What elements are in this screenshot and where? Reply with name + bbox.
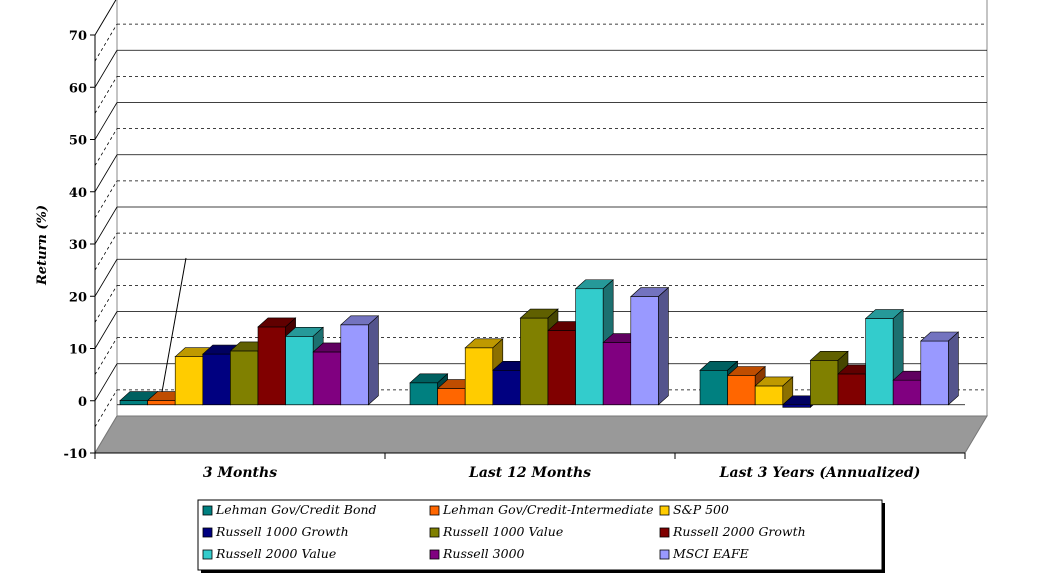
legend-swatch xyxy=(659,549,670,560)
gridline-side xyxy=(94,285,118,323)
gridline-side xyxy=(94,128,118,166)
bar-front xyxy=(119,400,148,406)
bar-side xyxy=(658,286,669,406)
bar-front xyxy=(575,288,604,406)
y-axis: -10 0 10 20 30 40 50 60 70 xyxy=(64,29,96,462)
gridline-side xyxy=(94,232,118,271)
y-tick-label: 30 xyxy=(69,238,87,253)
bar xyxy=(920,331,960,406)
gridline-side xyxy=(94,311,118,349)
legend-label: Russell 1000 Growth xyxy=(215,524,349,539)
gridline-side xyxy=(94,23,118,62)
gridline-side xyxy=(94,180,118,219)
y-tick-label: 20 xyxy=(69,290,87,305)
legend-box xyxy=(197,499,883,571)
y-tick-label: 60 xyxy=(69,81,87,96)
gridline-side xyxy=(94,76,118,114)
y-tick-label: -10 xyxy=(64,447,88,462)
legend-swatch xyxy=(429,505,440,516)
y-tick-label: 40 xyxy=(69,186,87,201)
y-axis-title: Return (%) xyxy=(35,205,50,286)
bar-front xyxy=(602,342,632,406)
gridline-side xyxy=(94,259,118,297)
legend-label: Lehman Gov/Credit Bond xyxy=(215,502,377,517)
legend-label: Russell 2000 Growth xyxy=(672,524,806,539)
gridline-side xyxy=(94,102,118,140)
bar-front xyxy=(520,317,549,406)
gridline-side xyxy=(94,337,118,375)
gridline-side xyxy=(94,206,118,245)
bar-front xyxy=(437,388,466,406)
y-tick-label: 50 xyxy=(69,134,87,149)
side-wall xyxy=(94,0,118,455)
bar-front xyxy=(837,373,866,406)
bars xyxy=(119,257,960,409)
bar-front xyxy=(699,369,728,406)
bar-front xyxy=(547,330,576,406)
gridline-side xyxy=(94,0,117,36)
bar-front xyxy=(174,356,204,406)
bar-front xyxy=(464,347,494,406)
legend-label: Russell 3000 xyxy=(442,546,525,561)
bar-front xyxy=(409,382,438,406)
bar-front xyxy=(202,353,231,406)
legend-label: Lehman Gov/Credit-Intermediate xyxy=(442,502,654,517)
x-axis: 3 Months Last 12 Months Last 3 Years (Annu… xyxy=(94,452,966,481)
bar-front xyxy=(147,400,176,406)
annotation-line xyxy=(161,257,187,393)
legend-label: Russell 1000 Value xyxy=(442,524,563,539)
bar-front xyxy=(312,351,342,406)
legend-swatch xyxy=(202,549,213,560)
legend-swatch xyxy=(202,527,213,538)
gridline-side xyxy=(94,50,118,88)
bar-front xyxy=(230,350,259,406)
legend: Lehman Gov/Credit Bond Lehman Gov/Credit-… xyxy=(197,499,885,573)
legend-swatch xyxy=(659,505,670,516)
x-category-label: Last 12 Months xyxy=(468,465,591,481)
bar-front xyxy=(630,296,659,406)
bar-front xyxy=(782,404,811,408)
bar-front xyxy=(492,369,521,406)
legend-swatch xyxy=(429,549,440,560)
bar-front xyxy=(340,324,369,406)
legend-label: MSCI EAFE xyxy=(672,546,749,561)
legend-swatch xyxy=(202,505,213,516)
bar xyxy=(630,286,670,406)
bar-front xyxy=(892,379,922,406)
gridline-side xyxy=(94,389,118,428)
floor xyxy=(94,415,988,454)
bar-front xyxy=(810,360,839,406)
bar xyxy=(809,350,849,406)
bar-front xyxy=(257,326,286,406)
bar-front xyxy=(865,318,894,406)
bar-side xyxy=(948,331,959,406)
gridline-side xyxy=(94,154,118,192)
y-tick-label: 10 xyxy=(69,343,87,358)
legend-swatch xyxy=(429,527,440,538)
legend-label: S&P 500 xyxy=(673,502,729,517)
x-category-label: Last 3 Years (Annualized) xyxy=(719,465,921,481)
bar xyxy=(340,315,380,406)
bar-side xyxy=(368,315,379,406)
legend-swatch xyxy=(659,527,670,538)
x-category-label: 3 Months xyxy=(203,465,277,481)
bar-front xyxy=(754,385,784,406)
bar-front xyxy=(920,340,949,406)
y-tick-label: 0 xyxy=(78,395,87,410)
gridline-side xyxy=(94,363,118,401)
bar-front xyxy=(727,375,756,406)
bar-front xyxy=(285,336,314,406)
legend-label: Russell 2000 Value xyxy=(215,546,336,561)
y-tick-label: 70 xyxy=(69,29,87,44)
